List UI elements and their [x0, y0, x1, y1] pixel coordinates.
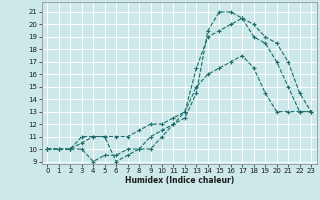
X-axis label: Humidex (Indice chaleur): Humidex (Indice chaleur) [124, 176, 234, 185]
